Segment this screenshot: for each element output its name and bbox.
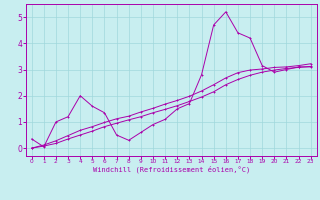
X-axis label: Windchill (Refroidissement éolien,°C): Windchill (Refroidissement éolien,°C) xyxy=(92,166,250,173)
